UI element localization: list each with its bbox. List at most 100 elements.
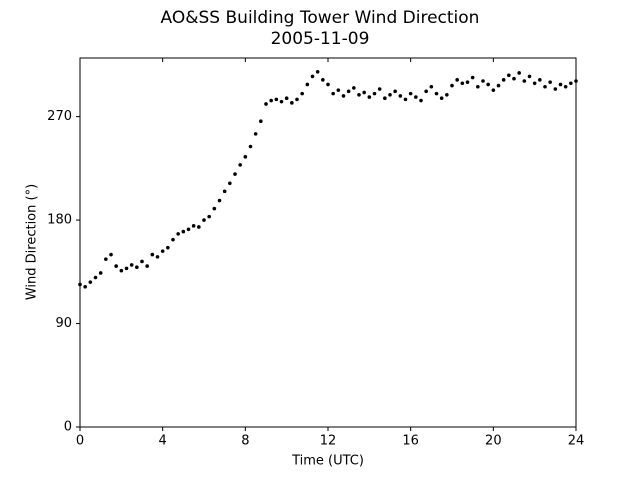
data-point [512,76,516,81]
data-point [243,155,248,159]
data-point [501,78,506,82]
y-tick-label: 0 [64,420,72,435]
data-point [98,271,103,275]
data-point [455,78,459,82]
data-point [377,87,382,91]
data-point [295,97,299,102]
data-point [104,257,108,261]
data-point [403,97,408,102]
y-tick-label: 270 [47,109,72,124]
y-axis-label: Wind Direction (°) [25,184,40,300]
data-point [140,259,144,264]
x-tick-label: 16 [402,434,419,449]
chart-title: AO&SS Building Tower Wind Direction [161,8,480,28]
data-point [346,89,351,94]
x-tick-label: 4 [159,434,167,449]
data-point [532,81,537,86]
data-point [563,84,568,89]
data-point [507,73,511,78]
data-point [228,181,232,186]
data-point [424,89,428,94]
chart-subtitle: 2005-11-09 [271,29,370,49]
data-point [212,206,217,211]
data-point [207,214,211,219]
data-point [310,74,315,79]
data-point [233,172,237,176]
data-point [527,74,532,79]
data-point [352,86,356,90]
data-point [222,189,227,194]
data-point [274,97,279,102]
data-point [171,237,175,242]
data-point [290,101,294,105]
data-point [191,224,196,228]
y-tick-label: 180 [47,213,72,228]
data-point [259,119,263,124]
data-point [383,96,387,101]
data-point [522,79,527,83]
data-point [114,264,118,268]
data-point [553,87,558,91]
data-point [145,264,149,268]
data-point [279,99,284,104]
y-tick-label: 90 [55,316,72,331]
data-point [186,227,191,232]
data-point [408,91,413,96]
data-point [414,95,418,99]
data-point [341,94,346,98]
data-point [465,80,470,84]
x-axis-label: Time (UTC) [291,454,364,469]
data-point [450,83,454,88]
data-point [388,92,392,97]
data-point [269,98,273,103]
data-point [491,88,496,92]
data-point [439,96,444,101]
data-point [284,96,289,101]
data-point [253,132,258,136]
data-point [517,71,521,75]
data-point [393,89,397,94]
data-point [486,82,490,87]
data-point [83,284,87,289]
data-point [124,266,129,271]
data-point [202,218,206,222]
data-point [166,245,170,250]
data-point [88,280,93,284]
data-point [419,98,423,103]
data-point [129,263,134,267]
data-point [460,81,465,86]
data-point [445,92,449,97]
data-point [321,78,325,82]
data-point [543,84,547,89]
data-point [398,94,403,98]
data-point [300,91,304,96]
data-point [181,229,186,234]
x-tick-label: 20 [485,434,502,449]
data-point [135,265,139,270]
x-tick-label: 0 [76,434,84,449]
data-point [150,252,155,257]
data-point [357,92,361,97]
data-point [496,83,501,88]
data-point [264,102,268,106]
x-tick-label: 12 [320,434,337,449]
data-point [336,88,341,92]
x-tick-label: 24 [568,434,585,449]
data-point [481,79,485,83]
data-point [160,249,165,253]
data-point [470,75,475,80]
data-point [176,232,180,236]
data-point [429,84,434,89]
data-point [93,275,98,280]
data-point [217,198,222,203]
data-point [538,78,542,82]
data-point [119,268,124,273]
data-point [155,255,160,259]
data-point [315,69,320,74]
data-point [558,82,563,87]
data-point [331,91,335,96]
data-point [362,90,366,95]
